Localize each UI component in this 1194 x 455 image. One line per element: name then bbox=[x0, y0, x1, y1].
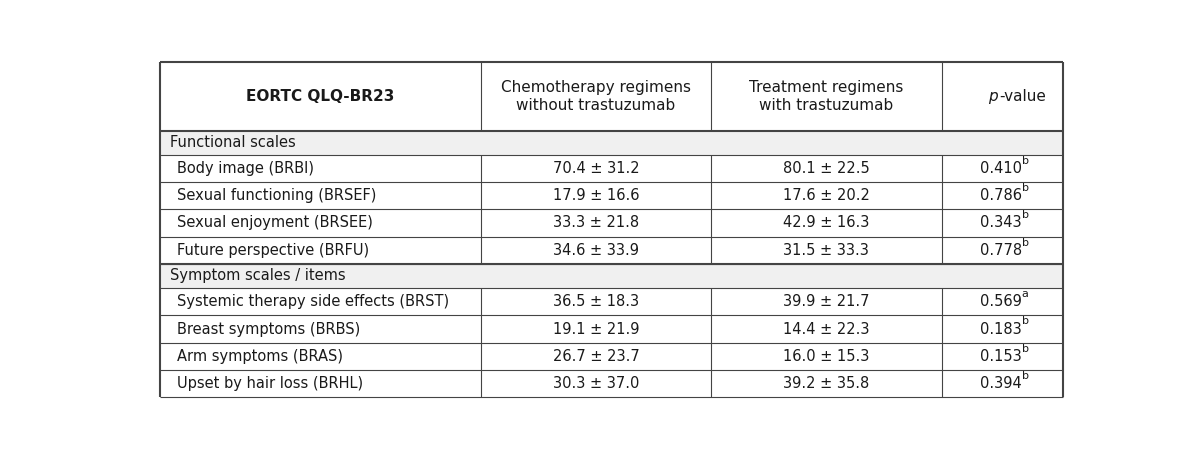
Text: Systemic therapy side effects (BRST): Systemic therapy side effects (BRST) bbox=[177, 294, 449, 309]
Text: b: b bbox=[1022, 210, 1028, 220]
Text: Treatment regimens
with trastuzumab: Treatment regimens with trastuzumab bbox=[749, 80, 904, 112]
Text: 0.410: 0.410 bbox=[980, 161, 1022, 176]
Text: 80.1 ± 22.5: 80.1 ± 22.5 bbox=[783, 161, 869, 176]
Text: 0.394: 0.394 bbox=[980, 376, 1022, 391]
Text: Functional scales: Functional scales bbox=[170, 135, 295, 150]
Text: a: a bbox=[1022, 289, 1028, 299]
Text: 0.343: 0.343 bbox=[980, 216, 1022, 230]
Text: b: b bbox=[1022, 344, 1028, 354]
Bar bbox=[160, 237, 1064, 264]
Text: Arm symptoms (BRAS): Arm symptoms (BRAS) bbox=[177, 349, 343, 364]
Text: b: b bbox=[1022, 316, 1028, 326]
Text: Body image (BRBI): Body image (BRBI) bbox=[177, 161, 314, 176]
Text: Breast symptoms (BRBS): Breast symptoms (BRBS) bbox=[177, 322, 361, 337]
Bar bbox=[160, 288, 1064, 315]
Text: 0.183: 0.183 bbox=[980, 322, 1022, 337]
Text: 0.786: 0.786 bbox=[980, 188, 1022, 203]
Text: 42.9 ± 16.3: 42.9 ± 16.3 bbox=[783, 216, 869, 230]
Text: 33.3 ± 21.8: 33.3 ± 21.8 bbox=[553, 216, 639, 230]
Bar bbox=[160, 131, 1064, 155]
Text: b: b bbox=[1022, 371, 1028, 381]
Text: p: p bbox=[989, 89, 998, 104]
Bar bbox=[160, 264, 1064, 288]
Bar bbox=[160, 62, 1064, 131]
Text: 30.3 ± 37.0: 30.3 ± 37.0 bbox=[553, 376, 639, 391]
Text: EORTC QLQ-BR23: EORTC QLQ-BR23 bbox=[246, 89, 395, 104]
Text: b: b bbox=[1022, 238, 1028, 248]
Text: 17.9 ± 16.6: 17.9 ± 16.6 bbox=[553, 188, 639, 203]
Text: 0.778: 0.778 bbox=[979, 243, 1022, 258]
Text: Upset by hair loss (BRHL): Upset by hair loss (BRHL) bbox=[177, 376, 363, 391]
Text: 39.2 ± 35.8: 39.2 ± 35.8 bbox=[783, 376, 869, 391]
Text: b: b bbox=[1022, 183, 1028, 193]
Text: 17.6 ± 20.2: 17.6 ± 20.2 bbox=[783, 188, 870, 203]
Text: 19.1 ± 21.9: 19.1 ± 21.9 bbox=[553, 322, 639, 337]
Bar bbox=[160, 370, 1064, 397]
Text: Sexual enjoyment (BRSEE): Sexual enjoyment (BRSEE) bbox=[177, 216, 373, 230]
Text: Chemotherapy regimens
without trastuzumab: Chemotherapy regimens without trastuzuma… bbox=[501, 80, 691, 112]
Text: 70.4 ± 31.2: 70.4 ± 31.2 bbox=[553, 161, 640, 176]
Text: 0.569: 0.569 bbox=[980, 294, 1022, 309]
Text: 14.4 ± 22.3: 14.4 ± 22.3 bbox=[783, 322, 869, 337]
Bar bbox=[160, 315, 1064, 343]
Text: 16.0 ± 15.3: 16.0 ± 15.3 bbox=[783, 349, 869, 364]
Text: 39.9 ± 21.7: 39.9 ± 21.7 bbox=[783, 294, 869, 309]
Bar bbox=[160, 209, 1064, 237]
Text: 36.5 ± 18.3: 36.5 ± 18.3 bbox=[553, 294, 639, 309]
Text: b: b bbox=[1022, 156, 1028, 166]
Bar bbox=[160, 155, 1064, 182]
Text: Symptom scales / items: Symptom scales / items bbox=[170, 268, 345, 283]
Text: 34.6 ± 33.9: 34.6 ± 33.9 bbox=[553, 243, 639, 258]
Text: 0.153: 0.153 bbox=[980, 349, 1022, 364]
Bar bbox=[160, 343, 1064, 370]
Text: 31.5 ± 33.3: 31.5 ± 33.3 bbox=[783, 243, 869, 258]
Text: Future perspective (BRFU): Future perspective (BRFU) bbox=[177, 243, 369, 258]
Text: 26.7 ± 23.7: 26.7 ± 23.7 bbox=[553, 349, 640, 364]
Text: Sexual functioning (BRSEF): Sexual functioning (BRSEF) bbox=[177, 188, 376, 203]
Bar bbox=[160, 182, 1064, 209]
Text: -value: -value bbox=[999, 89, 1046, 104]
